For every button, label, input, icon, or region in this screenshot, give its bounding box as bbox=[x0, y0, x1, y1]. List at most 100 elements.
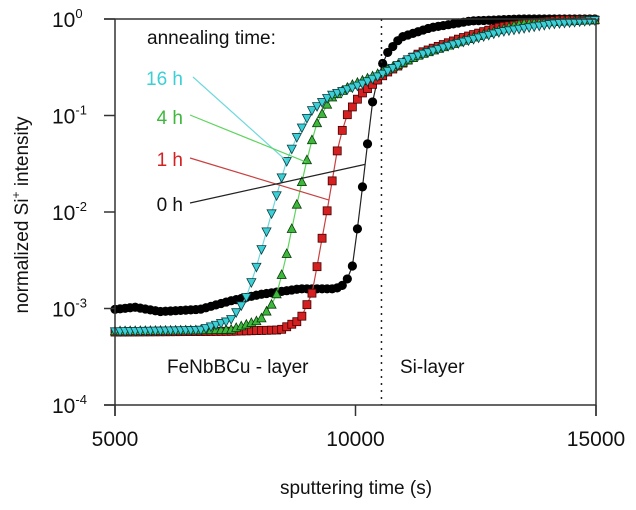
data-point bbox=[321, 94, 333, 104]
x-axis-label: sputtering time (s) bbox=[280, 478, 432, 499]
legend-title: annealing time: bbox=[147, 28, 276, 49]
data-point bbox=[316, 98, 328, 108]
data-point bbox=[225, 315, 237, 325]
series-line bbox=[115, 19, 595, 332]
data-point bbox=[306, 106, 318, 117]
y-tick-label: 10-1 bbox=[52, 103, 87, 129]
data-point bbox=[352, 224, 363, 234]
legend-leader-line bbox=[192, 76, 288, 162]
data-point bbox=[266, 298, 277, 309]
data-point bbox=[271, 191, 282, 202]
x-tick-label: 15000 bbox=[567, 428, 625, 451]
y-axis-label: normalized Si+ intensity bbox=[9, 116, 33, 314]
data-point bbox=[367, 74, 378, 85]
series-16h bbox=[109, 16, 600, 338]
data-point bbox=[316, 108, 328, 118]
data-point bbox=[291, 133, 302, 143]
data-point bbox=[296, 123, 308, 134]
series-1h bbox=[110, 15, 600, 337]
data-point bbox=[291, 198, 302, 209]
data-point bbox=[327, 176, 337, 186]
legend-label-16h: 16 h bbox=[146, 69, 183, 90]
series-4h bbox=[109, 14, 600, 336]
data-point bbox=[306, 134, 318, 145]
data-point bbox=[357, 79, 368, 90]
data-point bbox=[362, 77, 373, 88]
data-point bbox=[251, 262, 262, 273]
series-0h bbox=[110, 14, 600, 317]
data-point bbox=[382, 66, 393, 77]
legend-leader-line bbox=[189, 163, 366, 204]
series-layer bbox=[109, 14, 600, 338]
data-point bbox=[388, 41, 398, 52]
data-point bbox=[387, 64, 398, 74]
data-point bbox=[337, 125, 347, 135]
data-point bbox=[322, 206, 332, 216]
data-point bbox=[302, 300, 312, 310]
data-point bbox=[347, 102, 357, 112]
y-tick-label: 10-3 bbox=[52, 296, 87, 322]
data-point bbox=[236, 301, 247, 312]
y-tick-label: 10-4 bbox=[52, 392, 87, 418]
data-point bbox=[377, 69, 388, 80]
legend-label-0h: 0 h bbox=[157, 195, 183, 216]
data-point bbox=[296, 176, 308, 187]
data-point bbox=[256, 312, 267, 323]
y-tick-label: 100 bbox=[52, 6, 83, 32]
ticks-layer: 5000 10000 15000 100 10-1 10-2 10-3 10-4 bbox=[52, 6, 625, 451]
legend-label-4h: 4 h bbox=[157, 108, 183, 129]
data-point bbox=[347, 261, 357, 271]
series-line bbox=[114, 19, 595, 333]
annotation-si-layer: Si-layer bbox=[400, 357, 465, 378]
data-point bbox=[301, 113, 313, 124]
legend-leader-line bbox=[189, 114, 307, 163]
data-point bbox=[392, 61, 403, 71]
data-point bbox=[317, 233, 327, 243]
data-point bbox=[286, 223, 297, 233]
y-axis-label-tail: intensity bbox=[12, 116, 33, 191]
data-point bbox=[297, 311, 307, 321]
data-point bbox=[357, 182, 368, 192]
data-point bbox=[261, 227, 272, 238]
data-point bbox=[367, 97, 378, 107]
data-point bbox=[276, 173, 287, 184]
data-point bbox=[311, 117, 323, 128]
data-point bbox=[312, 262, 322, 272]
data-point bbox=[332, 146, 342, 156]
x-tick-label: 5000 bbox=[92, 428, 139, 451]
data-point bbox=[256, 245, 267, 255]
y-tick-label: 10-2 bbox=[52, 199, 87, 225]
data-point bbox=[261, 305, 272, 316]
data-point bbox=[220, 317, 232, 328]
data-point bbox=[311, 102, 323, 112]
data-point bbox=[281, 248, 292, 258]
data-point bbox=[246, 278, 257, 288]
data-point bbox=[292, 317, 302, 327]
legend-label-1h: 1 h bbox=[157, 150, 183, 171]
data-point bbox=[337, 280, 347, 290]
data-point bbox=[342, 110, 352, 120]
data-point bbox=[352, 81, 363, 92]
data-point bbox=[241, 293, 252, 303]
x-tick-label: 10000 bbox=[326, 428, 384, 451]
legend-leader-line bbox=[189, 157, 330, 201]
data-point bbox=[307, 288, 317, 298]
data-point bbox=[383, 47, 393, 58]
data-point bbox=[342, 274, 352, 284]
data-point bbox=[271, 288, 282, 299]
annotation-fenbbcu-layer: FeNbBCu - layer bbox=[167, 357, 309, 378]
data-point bbox=[276, 269, 287, 279]
legend: 16 h 4 h 1 h 0 h bbox=[146, 69, 366, 216]
data-point bbox=[372, 72, 383, 83]
data-point bbox=[353, 94, 362, 104]
data-point bbox=[402, 55, 414, 66]
y-axis-label-main: normalized Si bbox=[12, 198, 33, 313]
data-point bbox=[362, 139, 373, 149]
data-point bbox=[397, 58, 409, 69]
data-point bbox=[301, 154, 313, 165]
series-line bbox=[114, 19, 595, 332]
data-point bbox=[321, 98, 333, 109]
data-point bbox=[266, 209, 277, 220]
data-point bbox=[286, 144, 297, 155]
